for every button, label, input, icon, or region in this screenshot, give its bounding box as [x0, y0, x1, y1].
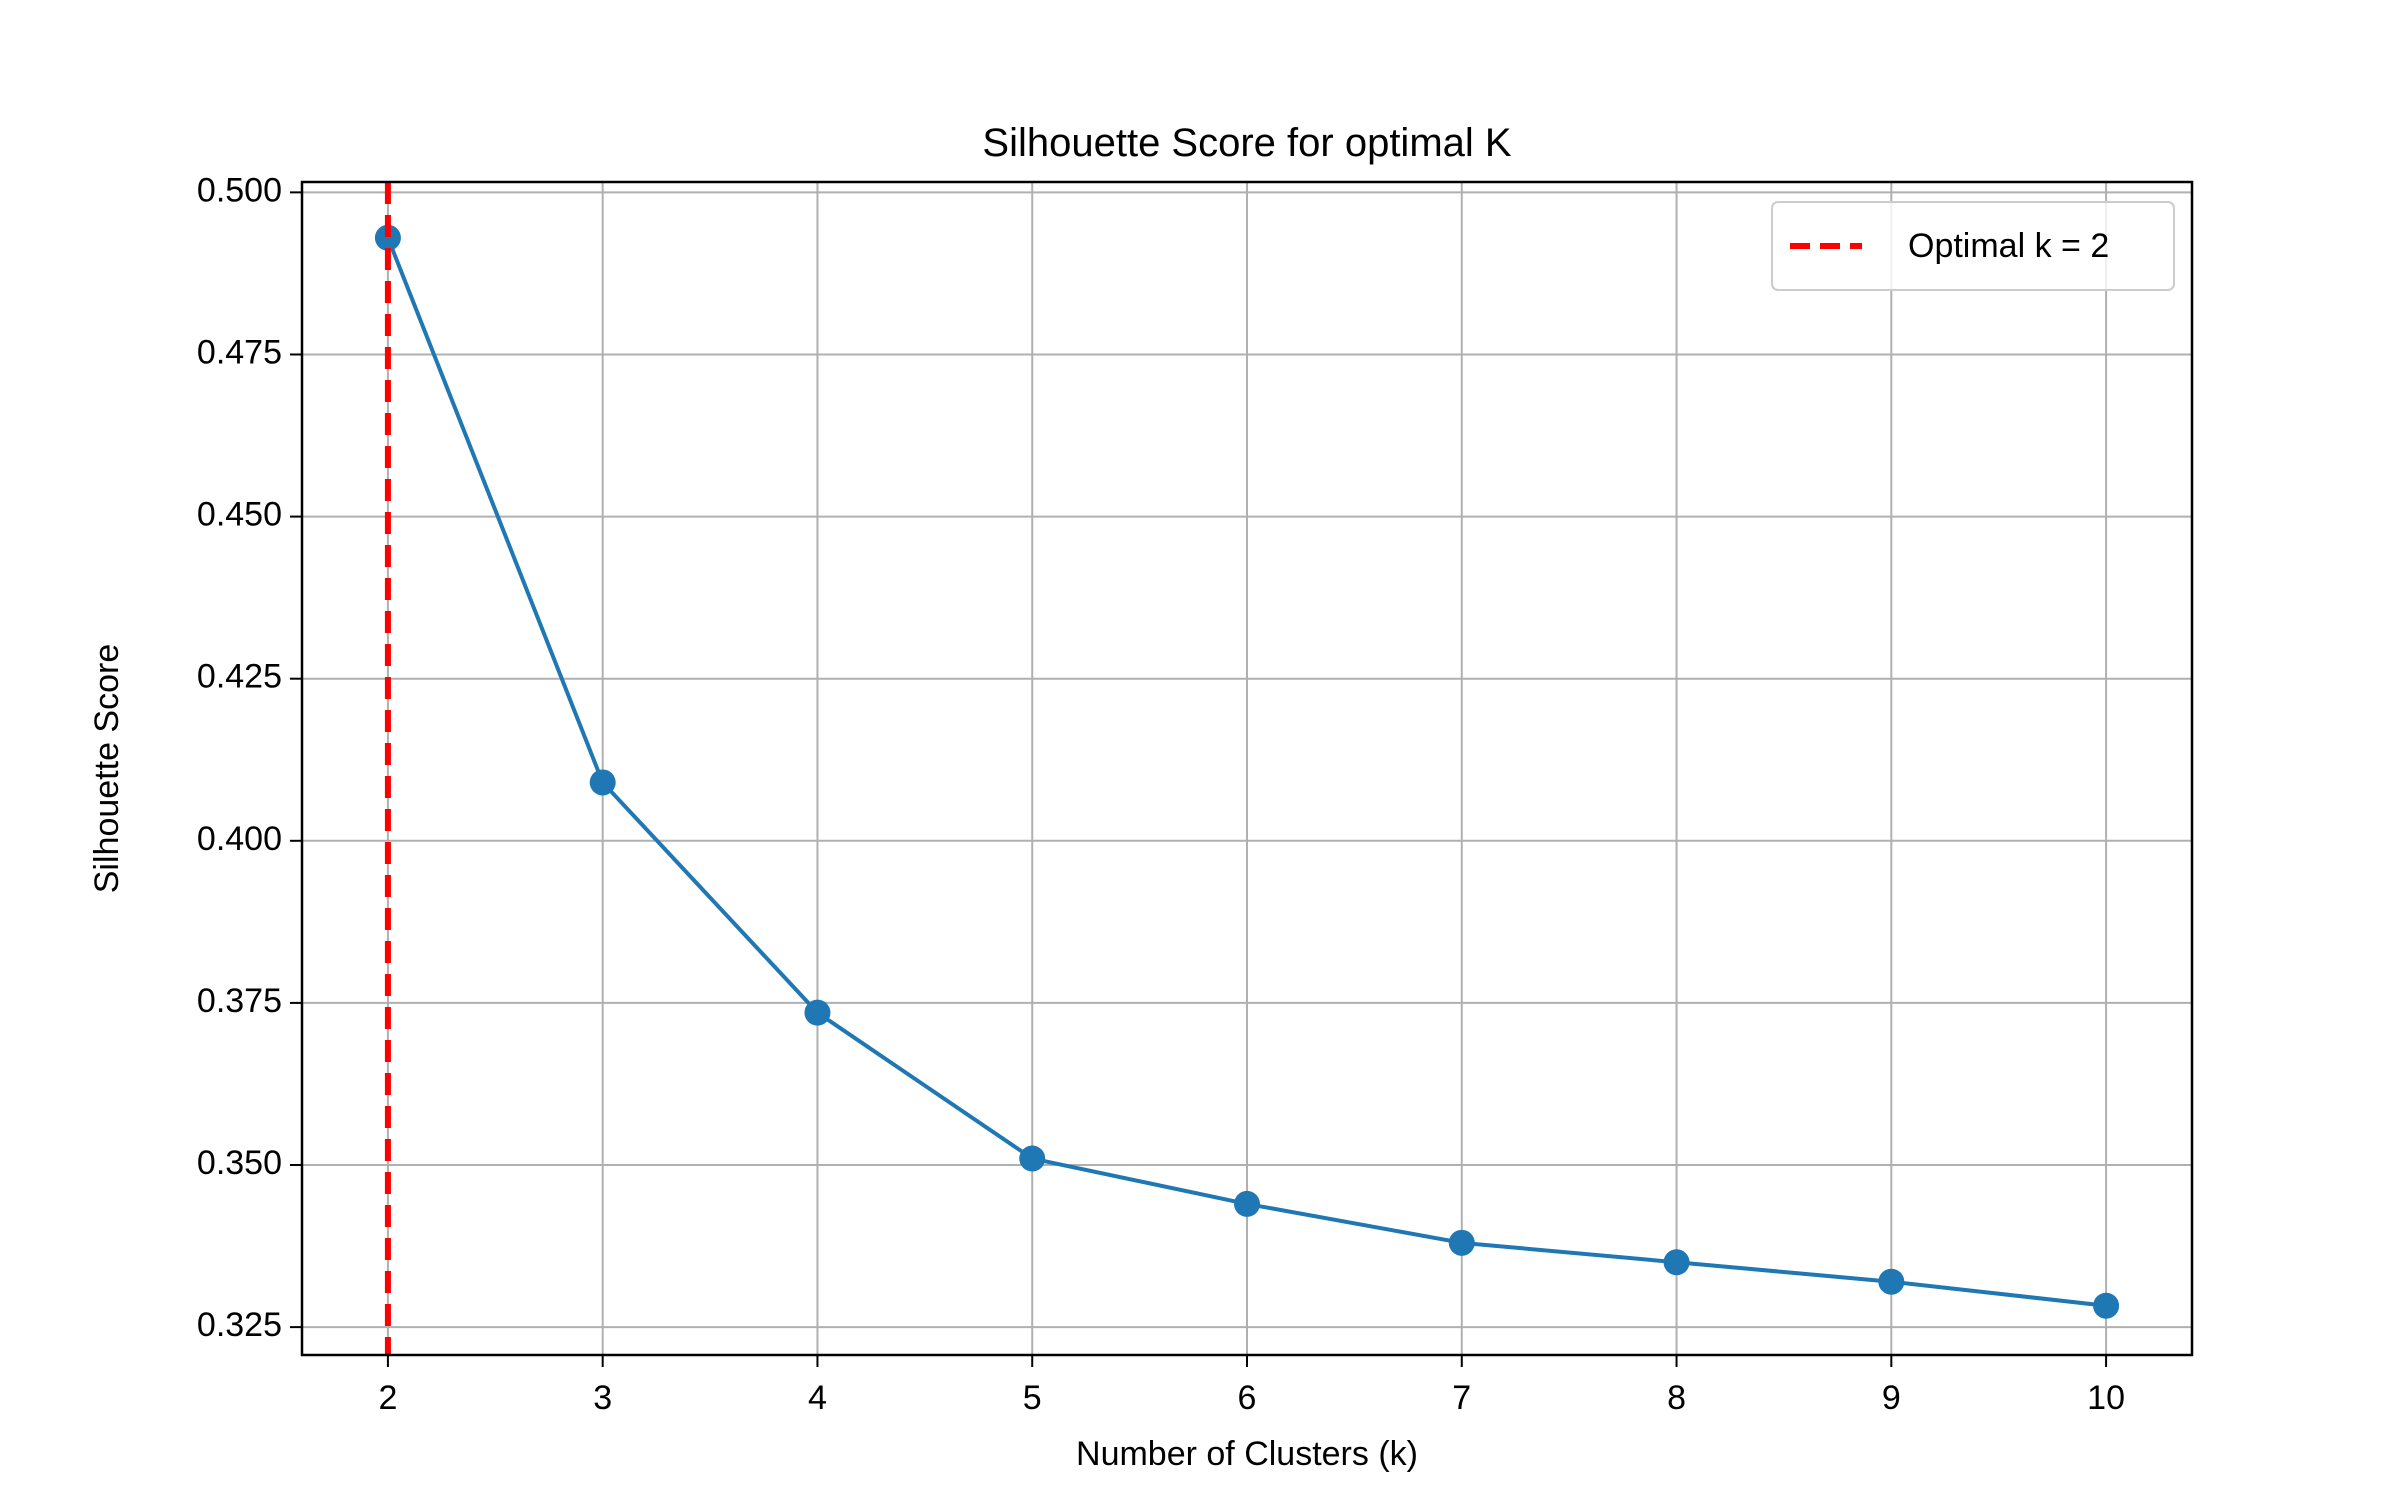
legend: Optimal k = 2 — [1771, 201, 2175, 291]
data-point — [1448, 1229, 1475, 1256]
x-tick-label: 3 — [593, 1379, 612, 1417]
data-point — [1663, 1249, 1690, 1276]
y-tick-label: 0.475 — [197, 333, 282, 371]
x-tick-label: 8 — [1667, 1379, 1686, 1417]
data-point — [1234, 1190, 1260, 1217]
grid — [302, 182, 2192, 1355]
y-tick-label: 0.350 — [197, 1144, 282, 1182]
series-layer — [374, 224, 2120, 1319]
data-point — [1019, 1145, 1046, 1172]
x-tick-label: 10 — [2087, 1379, 2125, 1417]
legend-label: Optimal k = 2 — [1908, 227, 2109, 265]
y-tick-label: 0.425 — [197, 658, 282, 696]
data-point — [374, 224, 401, 251]
y-axis-label: Silhouette Score — [88, 644, 126, 894]
x-tick-label: 9 — [1882, 1379, 1901, 1417]
legend-box — [1771, 201, 2175, 291]
x-tick-label: 6 — [1238, 1379, 1257, 1417]
data-point — [589, 769, 616, 796]
y-tick-label: 0.500 — [197, 171, 282, 209]
data-point — [804, 999, 831, 1026]
data-point — [2093, 1292, 2120, 1319]
ticks: 2 3 4 5 6 7 8 9 10 0.325 0.350 0.375 0.400 0.425 0.450… — [197, 171, 2125, 1417]
y-tick-label: 0.375 — [197, 982, 282, 1020]
chart-title: Silhouette Score for optimal K — [982, 121, 1511, 165]
y-tick-label: 0.400 — [197, 820, 282, 858]
data-point — [1878, 1268, 1905, 1295]
x-tick-label: 7 — [1452, 1379, 1471, 1417]
y-tick-label: 0.325 — [197, 1306, 282, 1344]
x-tick-label: 4 — [808, 1379, 827, 1417]
x-tick-label: 5 — [1023, 1379, 1042, 1417]
x-axis-label: Number of Clusters (k) — [1076, 1435, 1418, 1473]
x-tick-label: 2 — [378, 1379, 397, 1417]
y-tick-label: 0.450 — [197, 496, 282, 534]
